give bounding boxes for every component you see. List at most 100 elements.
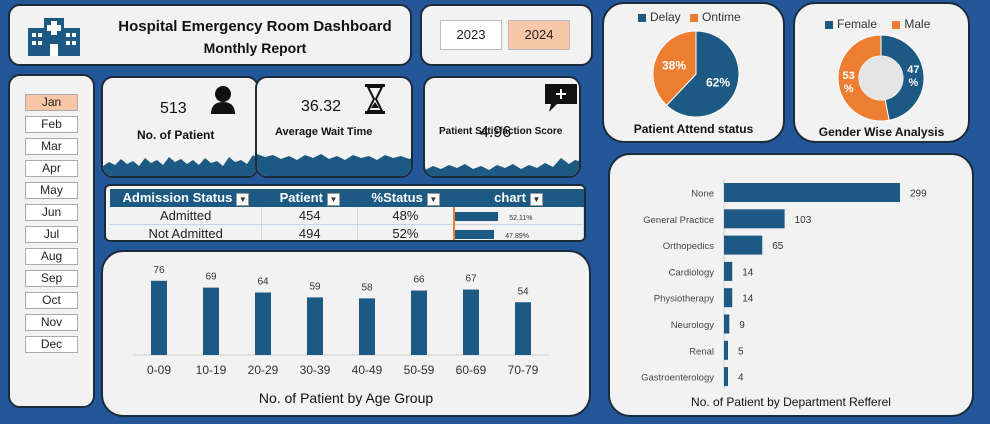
table-row: Admitted 454 48% 52.11% (110, 207, 584, 225)
dashboard-title: Hospital Emergency Room Dashboard (118, 18, 392, 35)
attend-pie-chart: 62% 38% (652, 30, 740, 118)
pct-cell: 48% (357, 207, 455, 225)
month-button[interactable]: Feb (25, 116, 78, 133)
data-bar (454, 230, 494, 240)
dept-bar (724, 235, 763, 255)
dept-category-label: Renal (689, 346, 714, 357)
age-chart-card: 76 0-09 69 10-19 64 20-29 59 30-39 58 40-49 66 50-5… (101, 250, 591, 417)
dept-bar-label: 65 (772, 241, 784, 252)
dropdown-icon: ▼ (236, 192, 250, 206)
hospital-icon (28, 18, 80, 56)
age-bar (203, 287, 219, 355)
age-bar (463, 289, 479, 355)
dept-category-label: Orthopedics (663, 241, 714, 252)
kpi-wait-card: 36.32 Average Wait Time (255, 76, 413, 178)
department-bar-chart: 299 None 103 General Practice 65 Orthopedics 1… (641, 179, 927, 389)
dept-category-label: General Practice (643, 215, 714, 226)
age-category-label: 10-19 (196, 363, 227, 377)
month-button[interactable]: Jul (25, 226, 78, 243)
age-category-label: 30-39 (300, 363, 331, 377)
age-bar-label: 54 (517, 286, 529, 297)
year-slicer: 2023 2024 (420, 4, 593, 66)
table-header[interactable]: chart ▼ (453, 189, 584, 207)
month-button[interactable]: Apr (25, 160, 78, 177)
year-2023-button[interactable]: 2023 (440, 20, 502, 50)
kpi-patients-value: 513 (160, 100, 187, 117)
dept-bar (724, 314, 730, 334)
age-bar (359, 298, 375, 355)
attend-slice-label: 62% (706, 76, 730, 90)
attend-legend: Delay Ontime (638, 10, 741, 24)
bar-cell: 52.11% (452, 207, 584, 225)
age-bar-label: 64 (257, 277, 269, 288)
age-bar-label: 59 (309, 281, 321, 292)
gender-card: Female Male 47% 53% Gender Wise Analysis (793, 2, 970, 143)
table-header[interactable]: %Status ▼ (357, 189, 454, 207)
gender-slice-label: 47% (907, 64, 919, 89)
gender-legend: Female Male (825, 17, 930, 31)
dept-bar (724, 183, 900, 202)
data-bar (454, 212, 498, 222)
title-card: Hospital Emergency Room Dashboard Monthl… (8, 4, 412, 66)
age-bar-label: 58 (361, 282, 373, 293)
month-button[interactable]: Oct (25, 292, 78, 309)
dropdown-icon: ▼ (529, 192, 543, 206)
gender-donut-hole (859, 56, 903, 100)
age-category-label: 20-29 (248, 363, 279, 377)
year-2024-button[interactable]: 2024 (508, 20, 570, 50)
month-button[interactable]: Nov (25, 314, 78, 331)
gender-chart-title: Gender Wise Analysis (818, 125, 945, 139)
age-category-label: 70-79 (508, 363, 539, 377)
attend-slice (652, 30, 697, 107)
status-cell: Admitted (110, 207, 263, 225)
kpi-satisfaction-label: Patient Satisfaction Score (439, 126, 563, 137)
dept-category-label: Cardiology (669, 267, 715, 278)
dept-category-label: Neurology (671, 320, 715, 331)
dept-bar-label: 5 (738, 346, 744, 357)
dept-bar-label: 14 (742, 294, 754, 305)
age-bar (411, 290, 427, 355)
gender-donut-chart: 47 % 53% (837, 34, 925, 122)
dropdown-icon: ▼ (426, 192, 440, 206)
department-chart-title: No. of Patient by Department Refferel (691, 395, 891, 409)
patient-icon (211, 86, 235, 114)
patient-cell: 454 (261, 207, 359, 225)
age-category-label: 40-49 (352, 363, 383, 377)
dept-category-label: Gastroenterology (641, 373, 714, 384)
table-header[interactable]: Patient ▼ (261, 189, 358, 207)
age-category-label: 0-09 (147, 363, 171, 377)
status-cell: Not Admitted (110, 224, 263, 240)
age-bar-chart: 76 0-09 69 10-19 64 20-29 59 30-39 58 40-49 66 50-5… (133, 265, 549, 377)
month-button[interactable]: Dec (25, 336, 78, 353)
hourglass-icon (365, 84, 385, 114)
pct-cell: 52% (357, 224, 455, 240)
age-category-label: 60-69 (456, 363, 487, 377)
month-button[interactable]: Aug (25, 248, 78, 265)
dept-bar-label: 4 (738, 373, 744, 384)
month-slicer: Jan Feb Mar Apr May Jun Jul Aug Sep Oct … (8, 74, 95, 408)
kpi-wait-value: 36.32 (301, 98, 342, 115)
age-chart-title: No. of Patient by Age Group (258, 390, 434, 406)
bar-label: 47.89% (505, 233, 529, 240)
month-button[interactable]: Sep (25, 270, 78, 287)
month-button[interactable]: Jun (25, 204, 78, 221)
month-button[interactable]: Jan (25, 94, 78, 111)
month-button[interactable]: Mar (25, 138, 78, 155)
dept-bar-label: 14 (742, 267, 754, 278)
admission-table-card: Admission Status ▼ Patient ▼ %Status ▼ char… (104, 184, 586, 242)
age-bar (255, 292, 271, 355)
attend-slice (665, 30, 740, 118)
age-bar-label: 69 (205, 272, 217, 283)
dept-bar-label: 9 (739, 320, 745, 331)
month-button[interactable]: May (25, 182, 78, 199)
feedback-icon (545, 84, 577, 112)
satisfaction-sparkline (425, 158, 579, 176)
attend-slice-label: 38% (662, 58, 686, 72)
table-header[interactable]: Admission Status ▼ (110, 189, 262, 207)
age-bar-label: 66 (413, 275, 425, 286)
dashboard-subtitle: Monthly Report (203, 40, 307, 56)
gender-slice-label: 53% (843, 70, 855, 95)
attend-chart-title: Patient Attend status (633, 122, 754, 136)
dept-bar-label: 103 (795, 215, 812, 226)
kpi-satisfaction-value: 4.96 (480, 124, 512, 141)
